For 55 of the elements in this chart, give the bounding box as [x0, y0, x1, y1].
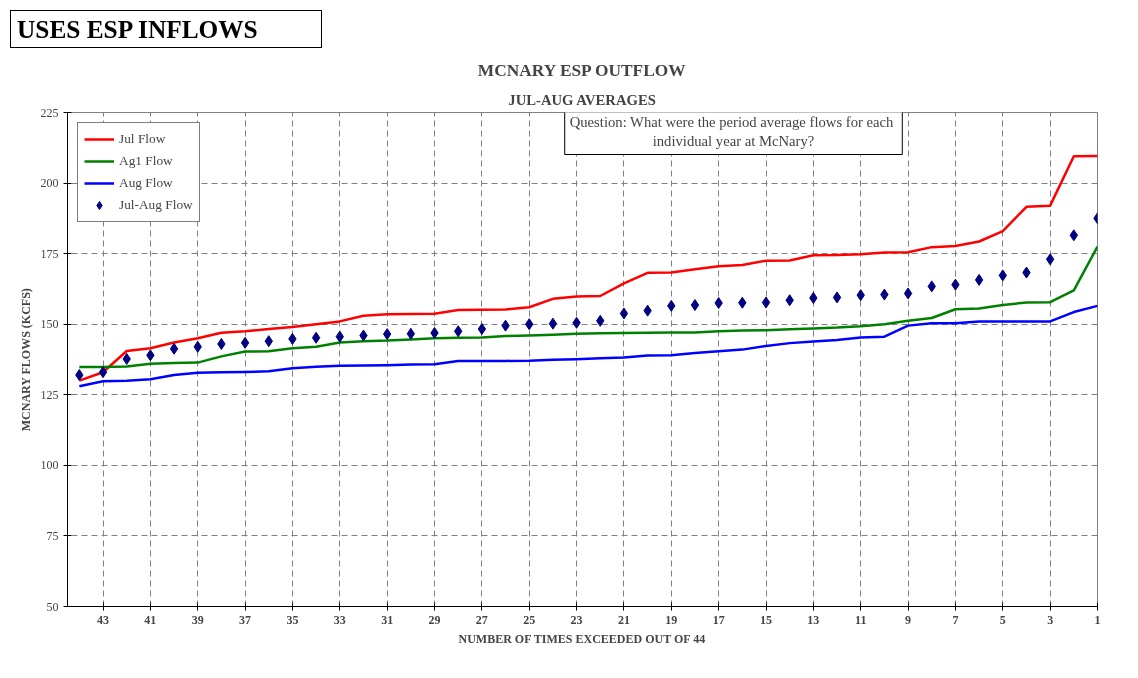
- point: [169, 342, 179, 355]
- y-tick-label: 150: [40, 317, 59, 332]
- x-tick-label: 37: [239, 612, 252, 627]
- point: [832, 291, 842, 304]
- x-tick-label: 1: [1094, 612, 1101, 627]
- x-tick-label: 23: [570, 612, 583, 627]
- y-tick-label: 125: [40, 387, 59, 402]
- point: [548, 317, 558, 330]
- annotation: Question: What were the period average flows for each individual year at McNary?: [569, 114, 895, 150]
- x-tick-label: 11: [855, 612, 867, 627]
- x-tick-label: 41: [144, 612, 157, 627]
- x-tick-label: 33: [333, 612, 346, 627]
- x-tick-label: 39: [191, 612, 204, 627]
- y-tick-label: 50: [46, 599, 59, 614]
- x-tick-label: 35: [286, 612, 299, 627]
- x-tick-label: 15: [760, 612, 773, 627]
- point: [240, 336, 250, 349]
- x-axis-title: NUMBER OF TIMES EXCEEDED OUT OF 44: [458, 631, 706, 646]
- legend-label: Ag1 Flow: [119, 153, 173, 169]
- x-tick-label: 17: [712, 612, 725, 627]
- y-tick-label: 100: [40, 458, 59, 473]
- point: [761, 296, 771, 309]
- x-tick-label: 25: [523, 612, 536, 627]
- y-tick-label: 225: [40, 105, 59, 120]
- line-series: [78, 304, 1098, 388]
- x-tick-label: 7: [952, 612, 959, 627]
- legend-label: Jul-Aug Flow: [119, 197, 193, 213]
- point: [974, 273, 984, 286]
- x-tick-label: 9: [905, 612, 912, 627]
- x-tick-label: 21: [617, 612, 630, 627]
- point: [903, 287, 913, 300]
- point: [311, 331, 321, 344]
- y-tick-label: 75: [46, 528, 59, 543]
- x-tick-label: 29: [428, 612, 441, 627]
- x-tick-label: 13: [807, 612, 820, 627]
- legend-label: Aug Flow: [119, 175, 173, 191]
- y-tick-label: 175: [40, 246, 59, 261]
- legend-label: Jul Flow: [119, 131, 166, 147]
- x-tick-label: 27: [475, 612, 488, 627]
- text: USES ESP INFLOWS: [17, 14, 258, 45]
- point: [690, 299, 700, 312]
- point: [619, 307, 629, 320]
- chart-title: MCNARY ESP OUTFLOW: [477, 60, 687, 80]
- point: [98, 366, 108, 379]
- point: [477, 323, 487, 336]
- chart-subtitle: JUL-AUG AVERAGES: [508, 91, 656, 108]
- y-axis-title: MCNARY FLOWS (KCFS): [18, 288, 33, 432]
- point: [1045, 253, 1055, 266]
- x-tick-label: 43: [97, 612, 110, 627]
- y-tick-label: 200: [40, 176, 59, 191]
- x-tick-label: 19: [665, 612, 678, 627]
- x-tick-label: 31: [381, 612, 394, 627]
- x-tick-label: 5: [999, 612, 1006, 627]
- point: [382, 328, 392, 341]
- x-tick-label: 3: [1047, 612, 1054, 627]
